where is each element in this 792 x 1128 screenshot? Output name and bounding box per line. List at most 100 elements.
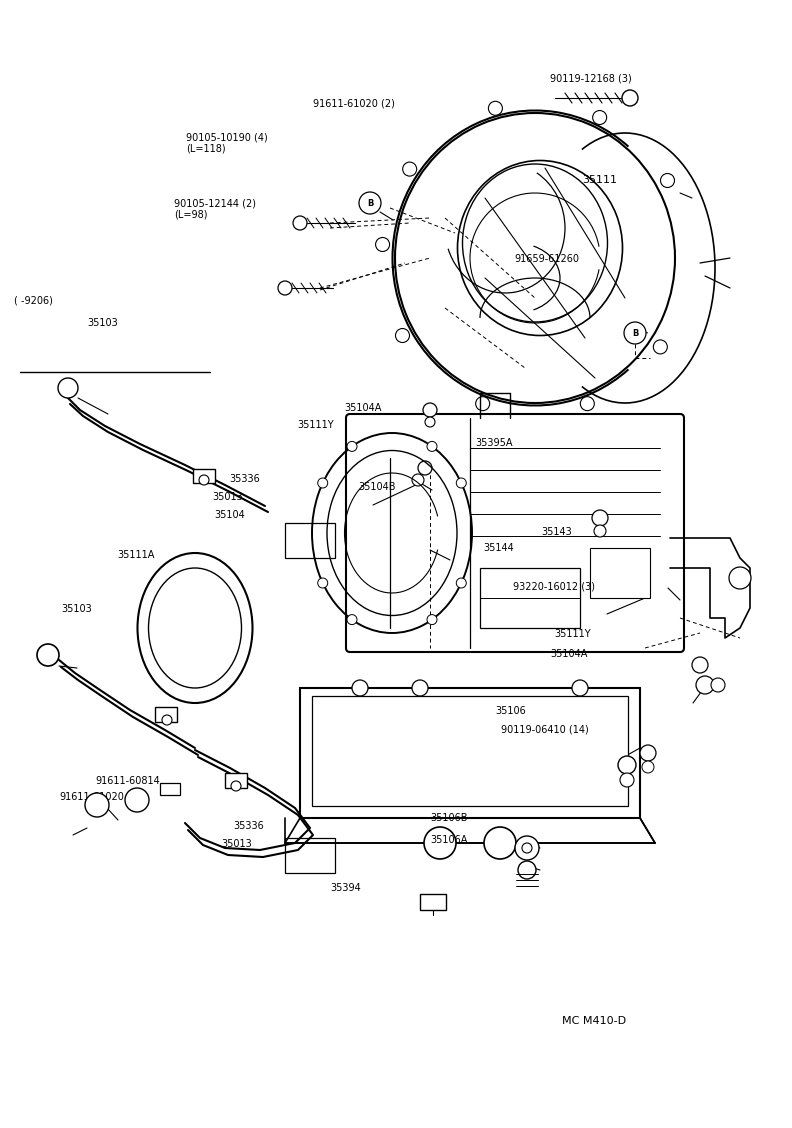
Text: 35013: 35013 (212, 493, 243, 502)
Circle shape (347, 441, 357, 451)
Text: 35111: 35111 (582, 176, 617, 185)
Text: 35103: 35103 (62, 605, 93, 614)
Text: 35013: 35013 (222, 839, 253, 848)
Text: B: B (632, 328, 638, 337)
Circle shape (592, 111, 607, 124)
Circle shape (395, 328, 409, 343)
Circle shape (199, 475, 209, 485)
Text: S: S (737, 573, 743, 582)
Text: 91611-61020: 91611-61020 (59, 793, 124, 802)
Circle shape (620, 773, 634, 787)
Circle shape (692, 656, 708, 673)
Bar (480, 569, 580, 628)
Text: 35103: 35103 (87, 318, 118, 327)
Circle shape (162, 715, 172, 725)
Bar (155, 707, 177, 722)
Circle shape (427, 441, 437, 451)
Circle shape (618, 756, 636, 774)
Circle shape (425, 417, 435, 428)
Text: 35395A: 35395A (475, 439, 512, 448)
Circle shape (427, 615, 437, 625)
Circle shape (489, 102, 502, 115)
Circle shape (581, 397, 594, 411)
Text: 35104A: 35104A (345, 404, 382, 413)
Bar (160, 783, 180, 795)
Text: 35111Y: 35111Y (297, 421, 333, 430)
Text: B: B (93, 801, 100, 810)
Circle shape (640, 744, 656, 761)
Text: 35336: 35336 (230, 475, 261, 484)
Text: 35106B: 35106B (430, 813, 467, 822)
Circle shape (359, 192, 381, 214)
Circle shape (518, 861, 536, 879)
Bar (193, 469, 215, 483)
Circle shape (125, 788, 149, 812)
Text: 35104B: 35104B (359, 483, 396, 492)
Bar (300, 688, 640, 818)
Text: 35106A: 35106A (430, 836, 467, 845)
Circle shape (661, 174, 675, 187)
Text: 93220-16012 (3): 93220-16012 (3) (513, 582, 596, 591)
Text: ( -9206): ( -9206) (14, 296, 53, 305)
Text: 35143: 35143 (541, 528, 572, 537)
Text: 90105-10190 (4): 90105-10190 (4) (186, 133, 268, 142)
Text: (L=118): (L=118) (186, 144, 226, 153)
Circle shape (37, 644, 59, 666)
Circle shape (484, 827, 516, 860)
Text: 90105-12144 (2): 90105-12144 (2) (174, 199, 257, 208)
Text: 35111Y: 35111Y (554, 629, 591, 638)
Circle shape (85, 793, 109, 817)
Text: 35106: 35106 (495, 706, 526, 715)
Circle shape (622, 90, 638, 106)
Circle shape (347, 615, 357, 625)
Bar (225, 773, 247, 788)
Circle shape (293, 215, 307, 230)
Circle shape (456, 578, 466, 588)
Circle shape (412, 680, 428, 696)
Ellipse shape (149, 569, 242, 688)
Circle shape (418, 461, 432, 475)
Circle shape (58, 378, 78, 398)
Circle shape (412, 474, 424, 486)
Text: 35394: 35394 (330, 883, 361, 892)
Circle shape (423, 403, 437, 417)
Circle shape (729, 567, 751, 589)
Bar (312, 696, 628, 807)
Circle shape (476, 397, 489, 411)
FancyBboxPatch shape (346, 414, 684, 652)
Circle shape (402, 162, 417, 176)
Text: 91659-61260: 91659-61260 (515, 255, 580, 264)
Circle shape (456, 478, 466, 488)
Circle shape (653, 340, 668, 354)
Text: 35336: 35336 (234, 821, 265, 830)
Text: 91611-60814: 91611-60814 (95, 776, 160, 785)
Text: B: B (367, 199, 373, 208)
Bar (285, 838, 335, 873)
Text: 35144: 35144 (483, 544, 514, 553)
Circle shape (572, 680, 588, 696)
Bar (285, 523, 335, 558)
Bar (590, 548, 650, 598)
Circle shape (592, 510, 608, 526)
Text: B: B (134, 795, 140, 804)
Circle shape (711, 678, 725, 691)
Circle shape (231, 781, 241, 791)
Text: 35104: 35104 (214, 511, 245, 520)
Circle shape (515, 836, 539, 860)
Circle shape (375, 238, 390, 252)
Text: 90119-06410 (14): 90119-06410 (14) (501, 725, 589, 734)
Text: 35111A: 35111A (117, 550, 154, 559)
Circle shape (594, 525, 606, 537)
Circle shape (696, 676, 714, 694)
Circle shape (642, 761, 654, 773)
Circle shape (624, 321, 646, 344)
Text: 90119-12168 (3): 90119-12168 (3) (550, 74, 632, 83)
Text: 35104A: 35104A (550, 650, 588, 659)
Circle shape (424, 827, 456, 860)
Ellipse shape (138, 553, 253, 703)
Circle shape (352, 680, 368, 696)
Text: MC M410-D: MC M410-D (562, 1016, 626, 1025)
Circle shape (318, 478, 328, 488)
Circle shape (522, 843, 532, 853)
Text: 91611-61020 (2): 91611-61020 (2) (313, 99, 394, 108)
